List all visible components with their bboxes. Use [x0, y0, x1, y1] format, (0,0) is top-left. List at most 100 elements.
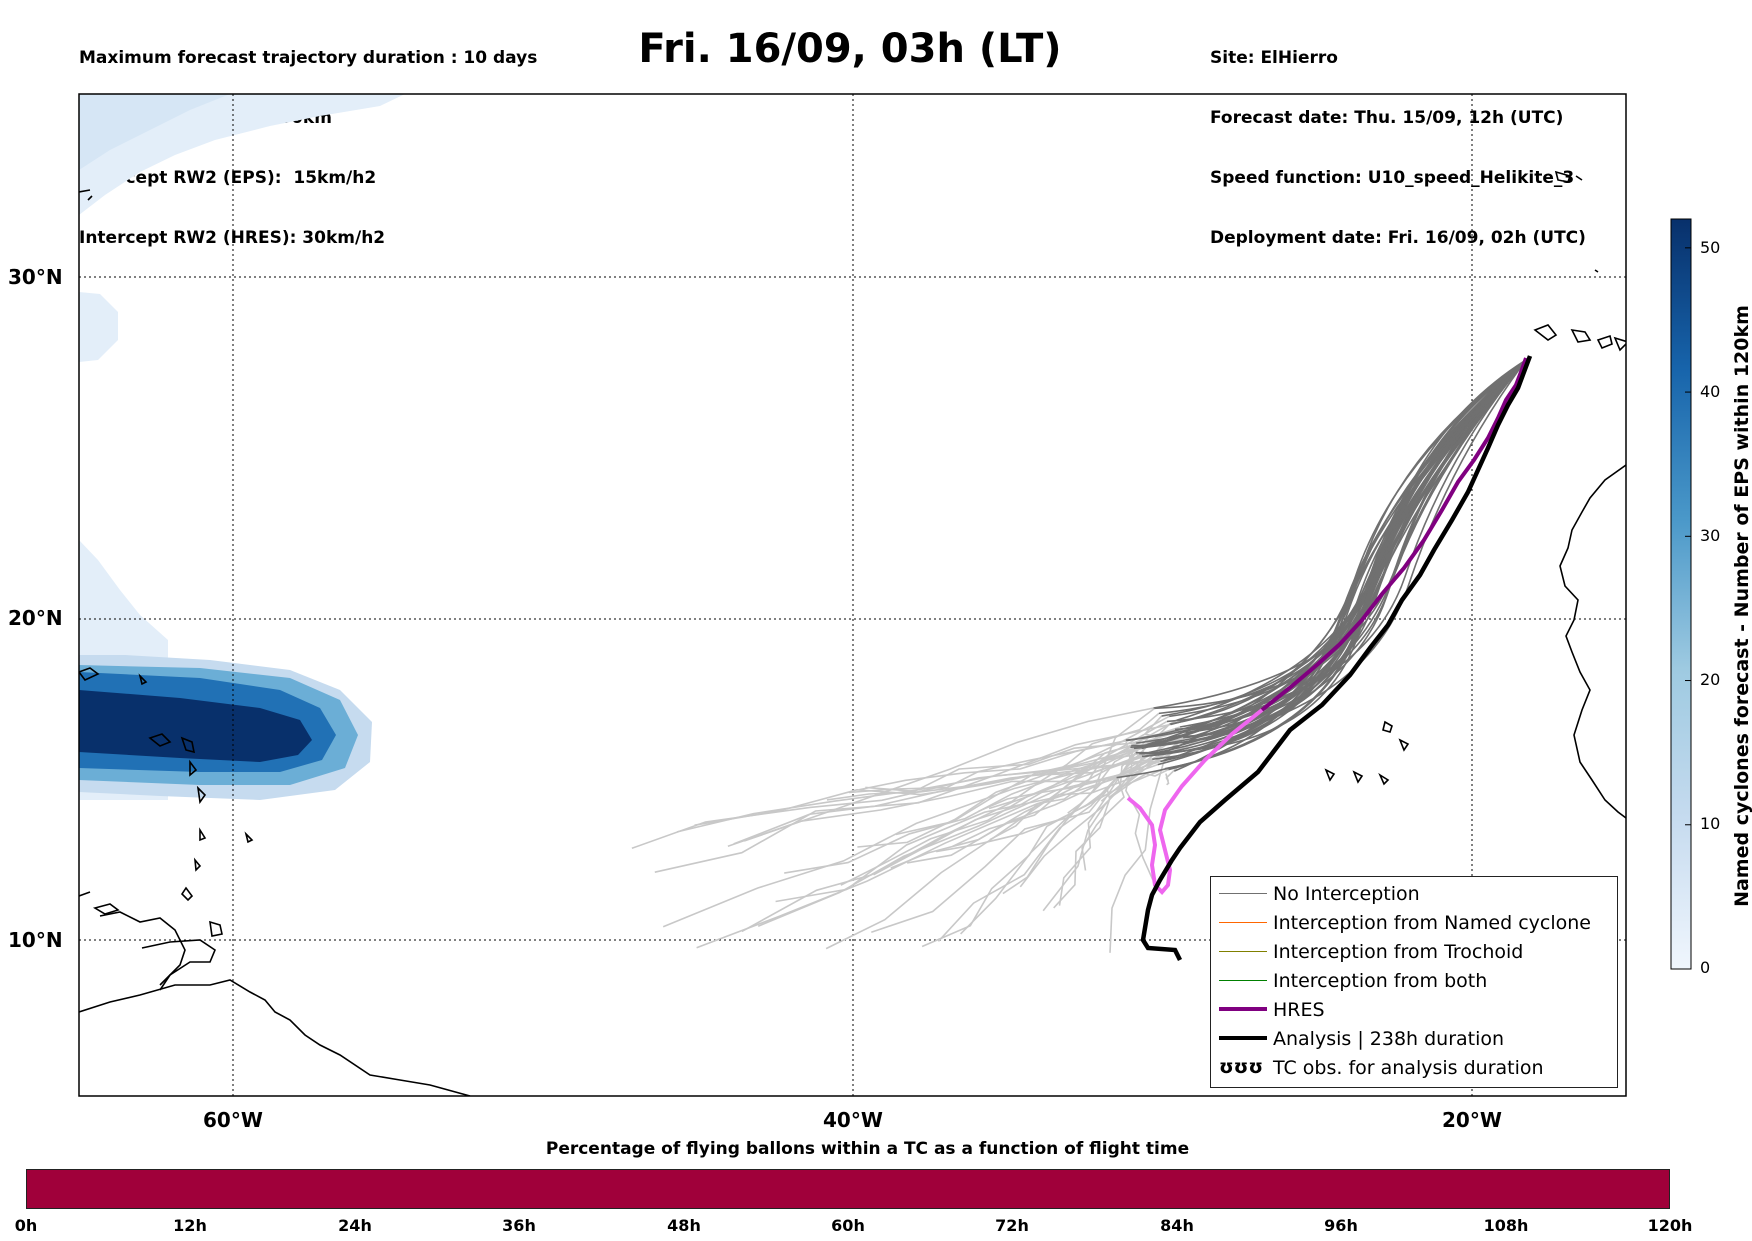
eps-trajectory-late [840, 746, 1131, 886]
timebar-tick-label: 60h [831, 1216, 865, 1235]
header-right-line: Speed function: U10_speed_Helikite_3 [1210, 168, 1575, 188]
tc-obs-symbol-icon: ʊʊʊ [1219, 1056, 1264, 1078]
timebar-fill [26, 1169, 1670, 1209]
colorbar-title: Named cyclones forecast - Number of EPS … [1731, 305, 1752, 907]
density-mid [79, 292, 118, 362]
island-canary-4 [1613, 336, 1626, 352]
header-right-line: Deployment date: Fri. 16/09, 02h (UTC) [1210, 228, 1586, 248]
legend-swatch [1219, 980, 1267, 981]
island-lesser-11 [79, 189, 93, 201]
map-frame [78, 93, 1627, 1097]
eps-trajectory-late [857, 744, 1132, 848]
eps-trajectories-late [631, 707, 1206, 953]
coast-central-america [79, 891, 186, 986]
island-capeverde-4 [1352, 770, 1364, 784]
eps-trajectory-late [676, 759, 1164, 833]
timebar-tick-label: 120h [1647, 1216, 1693, 1235]
header-left-line: Maximum forecast trajectory duration : 1… [79, 48, 538, 68]
analysis-trajectory [1140, 355, 1533, 962]
density-top-inner [79, 94, 230, 170]
legend-swatch [1219, 951, 1267, 952]
header-right-line: Site: ElHierro [1210, 48, 1338, 68]
island-lesser-2 [193, 857, 202, 872]
eps-trajectory-late [1019, 736, 1184, 888]
legend-item-hres: HRES [1211, 995, 1617, 1024]
eps-trajectory-late [1081, 752, 1137, 871]
legend-item-named-cyclone: Interception from Named cyclone [1211, 908, 1617, 937]
timebar-tick-label: 84h [1160, 1216, 1194, 1235]
island-lesser-6 [180, 736, 196, 754]
legend-label: HRES [1273, 999, 1325, 1021]
eps-trajectory-early [1125, 359, 1527, 742]
eps-trajectory-late [848, 739, 1128, 794]
eps-trajectory-early [1168, 359, 1527, 771]
legend-item-trochoid: Interception from Trochoid [1211, 937, 1617, 966]
colorbar-tick-label: 0 [1700, 958, 1711, 977]
eps-density-field [79, 94, 405, 800]
eps-trajectory-late [694, 752, 1140, 826]
lat-tick-20: 20°N [8, 606, 63, 630]
eps-trajectory-late [890, 752, 1153, 869]
colorbar-gradient [1670, 218, 1692, 970]
island-lesser-7 [148, 733, 172, 747]
island-lesser-3 [199, 827, 207, 842]
lon-tick-60: 60°W [203, 1108, 263, 1132]
island-lesser-8 [244, 831, 254, 844]
eps-trajectories-early [1116, 359, 1527, 779]
lon-tick-40: 40°W [823, 1108, 883, 1132]
eps-trajectory-early [1135, 359, 1527, 754]
eps-trajectory-late [921, 777, 1118, 948]
island-lesser-10 [79, 667, 100, 681]
eps-trajectory-early [1116, 359, 1527, 779]
legend-label: Analysis | 238h duration [1273, 1028, 1505, 1050]
island-capeverde-5 [1378, 772, 1390, 786]
timebar-tick-label: 96h [1324, 1216, 1358, 1235]
island-capeverde-3 [1324, 768, 1336, 782]
colorbar-tick-label: 10 [1700, 814, 1721, 833]
eps-trajectory-late [871, 735, 1181, 933]
legend-item-both: Interception from both [1211, 966, 1617, 995]
map-legend: No Interception Interception from Named … [1210, 876, 1618, 1088]
island-lesser-1 [180, 886, 194, 902]
colorbar-tick-label: 30 [1700, 526, 1721, 545]
legend-label: Interception from both [1273, 970, 1488, 992]
island-lesser-4 [196, 785, 207, 805]
hres-trajectory-late [1126, 708, 1264, 895]
timebar-tick-label: 72h [995, 1216, 1029, 1235]
island-capeverde-1 [1382, 720, 1393, 733]
colorbar-ticks [1685, 247, 1691, 970]
legend-item-no-interception: No Interception [1211, 879, 1617, 908]
lon-tick-20: 20°W [1442, 1108, 1502, 1132]
legend-label: No Interception [1273, 883, 1420, 905]
coast-africa [1559, 464, 1626, 819]
header-right-line: Forecast date: Thu. 15/09, 12h (UTC) [1210, 108, 1564, 128]
eps-trajectory-early [1130, 359, 1527, 749]
eps-trajectory-early [1141, 359, 1527, 758]
island-canary-3 [1596, 334, 1613, 350]
header-left-line: Intercept RW2 (HRES): 30km/h2 [79, 228, 386, 248]
legend-swatch [1219, 1007, 1267, 1011]
legend-swatch [1219, 1036, 1267, 1040]
eps-trajectory-early [1139, 359, 1527, 755]
map-area [79, 94, 1626, 1096]
legend-swatch [1219, 893, 1267, 894]
legend-label: TC obs. for analysis duration [1273, 1057, 1544, 1079]
coast-venezuela-islands [141, 939, 216, 991]
colorbar-tick-label: 20 [1700, 670, 1721, 689]
coast-south-america [79, 979, 471, 1096]
legend-swatch [1219, 922, 1267, 923]
eps-trajectory-early [1142, 359, 1527, 758]
island-lesser-12 [92, 903, 120, 915]
timebar-tick-label: 48h [667, 1216, 701, 1235]
eps-trajectory-late [826, 755, 1143, 801]
timebar-tick-label: 12h [173, 1216, 207, 1235]
legend-label: Interception from Named cyclone [1273, 912, 1591, 934]
island-canary-2 [1570, 328, 1592, 343]
timebar-tick-label: 36h [502, 1216, 536, 1235]
hres-trajectory [1260, 357, 1528, 712]
timebar-tick-label: 0h [14, 1216, 38, 1235]
island-lesser-5 [189, 759, 198, 777]
eps-trajectory-late [1042, 756, 1144, 912]
island-trinidad [209, 920, 223, 937]
